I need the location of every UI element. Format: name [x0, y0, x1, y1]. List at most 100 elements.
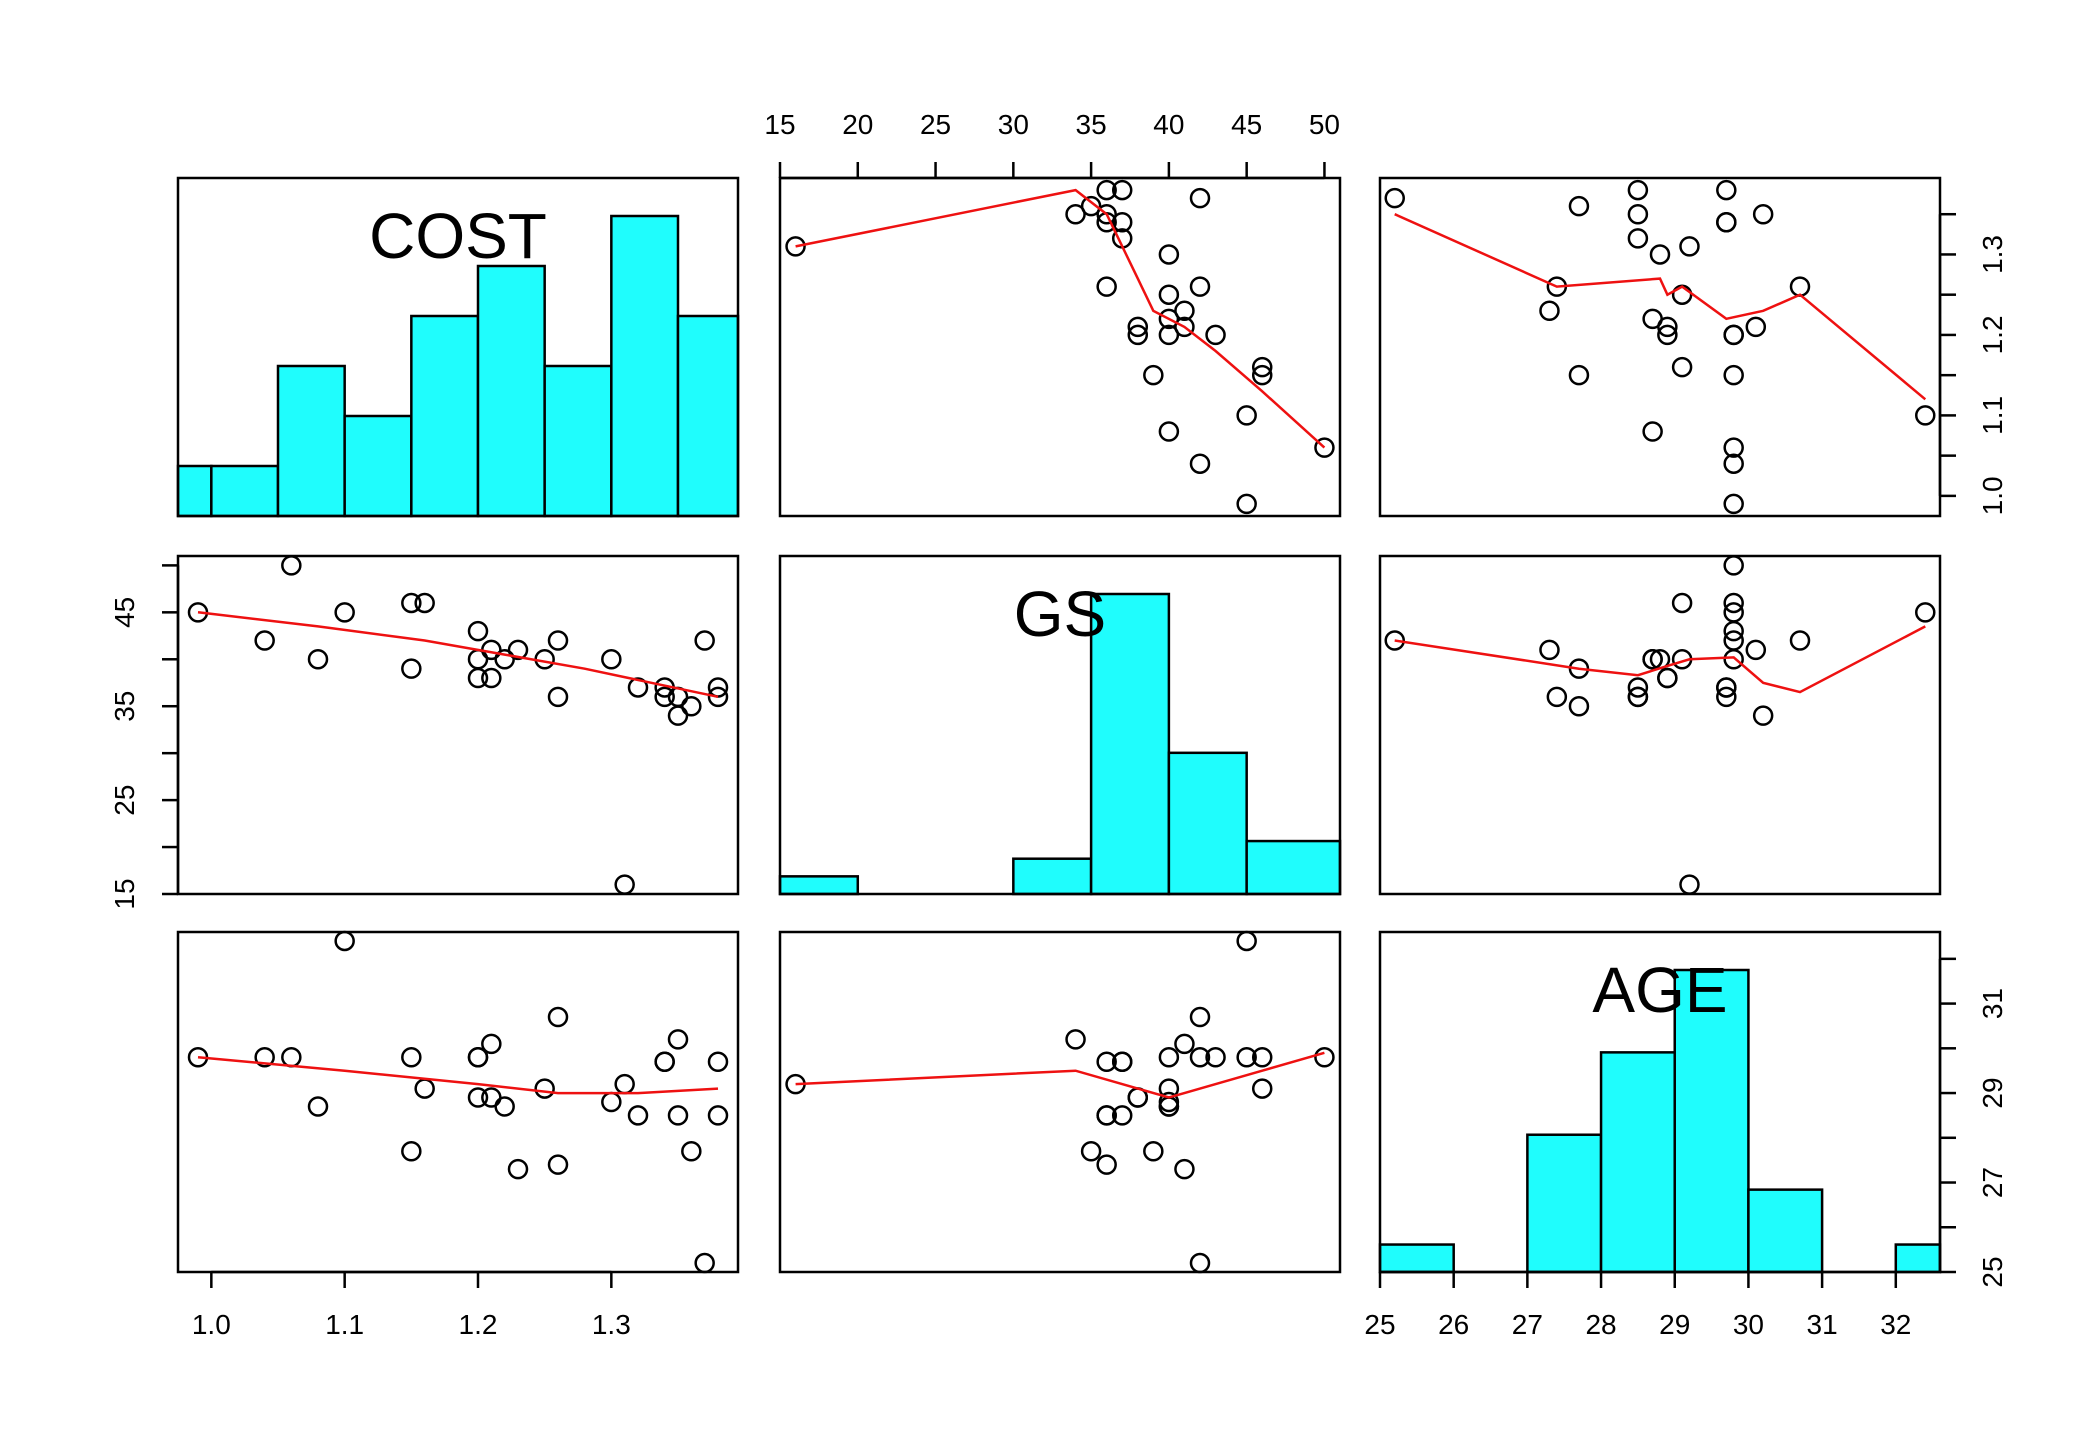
data-point — [481, 667, 502, 689]
data-point — [1716, 677, 1737, 698]
data-point — [1649, 244, 1671, 265]
panel-frame — [778, 930, 1342, 1274]
data-point — [1915, 602, 1936, 623]
histogram-bar — [1526, 1133, 1603, 1274]
data-point — [1251, 356, 1273, 378]
panel-frame — [176, 176, 740, 518]
histogram-bar — [476, 264, 546, 518]
tick-label: 1.3 — [592, 1309, 631, 1340]
data-point — [1189, 276, 1211, 297]
data-point — [1314, 1047, 1335, 1068]
lowess-smoother-line — [795, 188, 1326, 449]
variable-label-cost: COST — [369, 200, 547, 272]
tick-label: 35 — [109, 691, 140, 722]
tick-label: 35 — [1076, 109, 1107, 140]
tick-label: 31 — [1977, 988, 2008, 1019]
histogram-bar — [343, 414, 413, 518]
data-point — [1127, 324, 1149, 346]
data-point — [614, 874, 635, 895]
data-point — [1158, 284, 1180, 305]
panel-frame — [1378, 176, 1942, 518]
data-point — [254, 630, 275, 651]
data-point — [481, 1087, 502, 1108]
data-point — [1096, 1154, 1117, 1175]
data-point — [1915, 405, 1936, 426]
data-point — [1205, 1047, 1226, 1068]
data-point — [1111, 212, 1133, 233]
data-point — [1745, 639, 1767, 661]
data-point — [1174, 1158, 1195, 1180]
scatter-panel-cost-vs-gs — [778, 176, 1342, 518]
data-point — [1789, 630, 1811, 651]
data-point — [467, 1047, 489, 1068]
data-point — [667, 1029, 689, 1050]
top-axis-gs: 15 20 25 30 35 40 45 50 — [764, 109, 1340, 180]
histogram-bar — [210, 464, 280, 518]
data-point — [1158, 1091, 1180, 1113]
data-point — [1189, 453, 1211, 474]
lowess-smoother-line — [1394, 625, 1926, 694]
data-point — [547, 686, 569, 708]
histogram-bar — [1747, 1188, 1824, 1274]
tick-label: 26 — [1438, 1309, 1469, 1340]
data-point — [401, 592, 422, 614]
data-point — [1627, 677, 1649, 698]
data-point — [1205, 324, 1226, 346]
data-point — [1236, 1047, 1257, 1068]
data-point — [1314, 437, 1335, 458]
histogram-bar — [276, 364, 346, 518]
data-point — [547, 1006, 569, 1028]
lowess-smoother-line — [795, 1051, 1325, 1099]
tick-label: 15 — [109, 878, 140, 909]
tick-label: 20 — [842, 109, 873, 140]
histogram-panel-age: AGE — [1378, 930, 1942, 1274]
data-point — [1143, 1140, 1164, 1162]
histogram-bar — [1894, 1243, 1942, 1274]
data-point — [681, 1140, 702, 1162]
data-point — [1096, 1105, 1117, 1126]
variable-label-gs: GS — [1014, 578, 1106, 650]
data-point — [1627, 686, 1649, 708]
data-point — [601, 649, 622, 670]
data-point — [414, 592, 435, 614]
histogram-bar — [410, 314, 480, 518]
data-point — [654, 686, 675, 708]
scatter-panel-age-vs-gs — [778, 930, 1342, 1274]
data-point — [1080, 195, 1102, 217]
data-point — [1158, 308, 1180, 330]
tick-label: 1.2 — [1977, 315, 2008, 354]
data-point — [494, 649, 515, 670]
data-point — [681, 695, 702, 717]
data-point — [1723, 437, 1744, 458]
data-point — [307, 1096, 329, 1117]
data-point — [1251, 1047, 1273, 1068]
data-point — [1679, 236, 1700, 257]
data-point — [1251, 364, 1273, 386]
data-point — [1642, 649, 1663, 670]
data-point — [1752, 203, 1774, 225]
data-point — [254, 1047, 275, 1068]
data-point — [1568, 364, 1590, 386]
tick-label: 1.1 — [325, 1309, 364, 1340]
data-point — [1158, 324, 1180, 346]
data-point — [1111, 1105, 1133, 1126]
tick-label: 40 — [1153, 109, 1184, 140]
data-point — [1627, 203, 1649, 225]
data-point — [1716, 686, 1737, 708]
data-point — [1174, 300, 1195, 322]
data-point — [494, 1096, 515, 1117]
tick-label: 25 — [1977, 1256, 2008, 1287]
data-point — [1723, 324, 1744, 346]
panel-frame — [778, 554, 1342, 896]
data-point — [1189, 1252, 1211, 1274]
tick-label: 27 — [1512, 1309, 1543, 1340]
histogram-panel-gs: GS — [778, 554, 1342, 896]
data-point — [1384, 187, 1405, 209]
data-point — [467, 667, 489, 689]
data-point — [1671, 592, 1693, 614]
left-axis-gs: 15 25 35 45 — [109, 564, 180, 910]
data-point — [281, 555, 302, 576]
data-point — [1236, 405, 1257, 426]
data-point — [1096, 1051, 1117, 1072]
data-point — [1065, 1029, 1086, 1050]
